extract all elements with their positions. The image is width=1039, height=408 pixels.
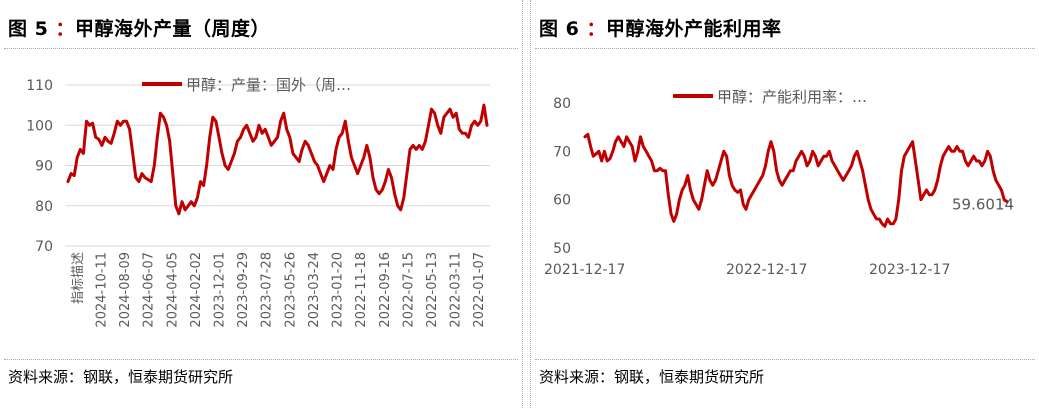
x-tick-label: 2023-09-29: [236, 252, 251, 328]
title-text: 甲醇海外产能利用率: [605, 18, 782, 40]
y-tick-label: 70: [35, 239, 53, 255]
x-tick-label: 2023-03-24: [307, 252, 322, 328]
series-line: [583, 132, 1009, 228]
x-tick-label: 2024-06-07: [142, 252, 157, 328]
x-tick-label: 2024-10-11: [94, 252, 109, 328]
y-tick-label: 50: [553, 241, 571, 257]
x-tick-label: 2022-03-11: [449, 252, 464, 328]
source-divider: [535, 359, 1035, 360]
legend-label: 甲醇：产量：国外（周…: [186, 76, 351, 94]
x-tick-label: 2023-05-26: [283, 252, 298, 328]
x-tick-label: 2023-07-28: [260, 252, 275, 328]
x-tick-label: 2022-11-18: [354, 252, 369, 328]
x-tick-label: 指标描述: [71, 252, 86, 304]
y-tick-label: 110: [26, 78, 53, 94]
utilization-line-chart: 50 60 70 80 2021-12-17 2022-12-17 2023-12-17 59…: [544, 88, 1014, 278]
x-tick-label: 2022-01-07: [472, 252, 487, 328]
production-line-chart: 70 80 90 100 110 指标描述 2024-10-11 2024-08-09 2024…: [26, 76, 490, 328]
source-note: 资料来源：钢联，恒泰期货研究所: [8, 368, 234, 386]
y-tick-label: 80: [553, 96, 571, 112]
y-tick-label: 90: [35, 159, 53, 175]
chart-title: 图 5 ：甲醇海外产量（周度）: [8, 14, 270, 41]
title-separator: ：: [586, 18, 606, 40]
y-tick-label: 70: [553, 144, 571, 160]
source-note: 资料来源：钢联，恒泰期货研究所: [539, 368, 765, 386]
y-tick-label: 80: [35, 199, 53, 215]
x-tick-label: 2024-04-05: [165, 252, 180, 328]
title-divider: [535, 48, 1035, 49]
chart-panel-utilization: 图 6 ：甲醇海外产能利用率 50 60 70 80 2021-12-17 2022-12…: [530, 0, 1039, 408]
x-tick-label: 2023-01-20: [331, 252, 346, 328]
figure-number: 图 5: [8, 18, 49, 40]
x-tick-label: 2021-12-17: [544, 262, 625, 278]
title-divider: [4, 48, 518, 49]
x-tick-label: 2022-07-15: [401, 252, 416, 328]
x-tick-label: 2022-12-17: [726, 262, 807, 278]
x-tick-label: 2022-05-13: [425, 252, 440, 328]
x-tick-label: 2024-08-09: [118, 252, 133, 328]
y-tick-label: 60: [553, 193, 571, 209]
title-separator: ：: [55, 18, 75, 40]
chart-title: 图 6 ：甲醇海外产能利用率: [539, 14, 782, 41]
last-value-label: 59.6014: [952, 196, 1014, 214]
series-line: [66, 103, 489, 216]
x-tick-label: 2022-09-16: [378, 252, 393, 328]
y-tick-label: 100: [26, 118, 53, 134]
x-tick-label: 2024-02-02: [189, 252, 204, 328]
legend-label: 甲醇：产能利用率：…: [717, 88, 867, 106]
chart-panel-production: 图 5 ：甲醇海外产量（周度） 70 80 90 100 110 指标描述 2024-10-…: [4, 0, 523, 408]
figure-number: 图 6: [539, 18, 580, 40]
title-text: 甲醇海外产量（周度）: [74, 18, 270, 40]
source-divider: [4, 359, 518, 360]
x-tick-label: 2023-12-01: [212, 252, 227, 328]
x-tick-label: 2023-12-17: [869, 262, 950, 278]
